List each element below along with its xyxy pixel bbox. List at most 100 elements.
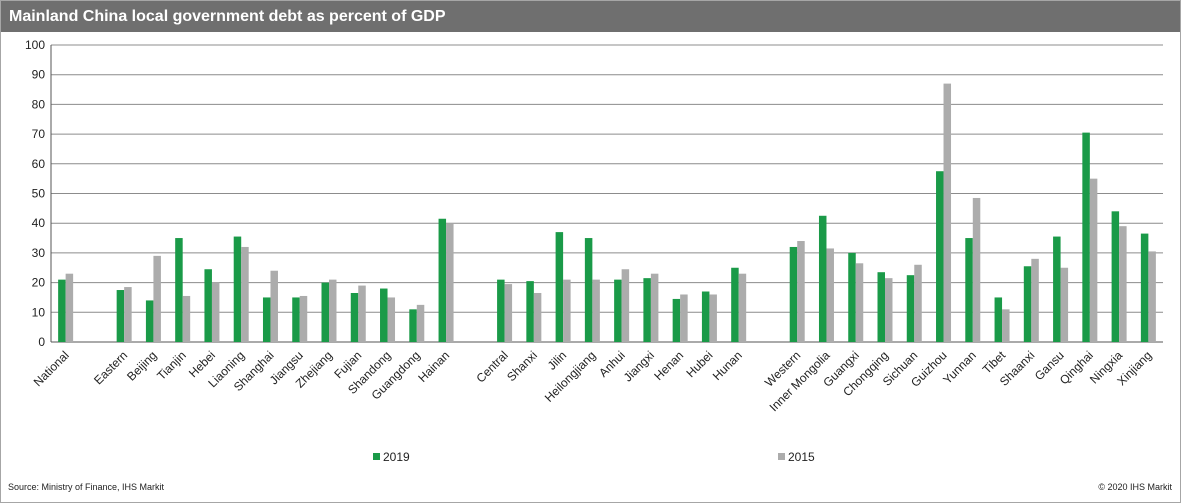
y-tick-label: 40 bbox=[32, 216, 46, 230]
bar-2019 bbox=[614, 279, 622, 342]
bar-2015 bbox=[270, 270, 278, 342]
bar-2019 bbox=[262, 297, 271, 342]
bar-2015 bbox=[680, 294, 688, 342]
bar-2015 bbox=[1002, 309, 1010, 342]
bar-2019 bbox=[175, 238, 183, 342]
bar-2015 bbox=[563, 279, 571, 342]
y-tick-label: 50 bbox=[32, 187, 46, 201]
bar-2015 bbox=[504, 284, 513, 342]
y-tick-label: 30 bbox=[32, 246, 46, 260]
bar-2015 bbox=[1060, 267, 1069, 342]
y-tick-label: 90 bbox=[32, 68, 46, 82]
bar-2019 bbox=[409, 309, 417, 342]
bar-2019 bbox=[848, 252, 856, 342]
bar-2015 bbox=[387, 297, 396, 342]
bar-2015 bbox=[972, 197, 981, 342]
bar-2019 bbox=[1082, 132, 1090, 342]
bar-2019 bbox=[1053, 236, 1061, 342]
x-tick-label: Hainan bbox=[415, 348, 452, 385]
source-note: Source: Ministry of Finance, IHS Markit bbox=[8, 482, 165, 492]
bar-chart: 0 10 20 30 40 50 60 70 80 90 100 National EasternBei… bbox=[25, 38, 1163, 464]
x-tick-label: Tianjin bbox=[154, 348, 189, 383]
bar-2015 bbox=[709, 294, 717, 342]
bar-2019 bbox=[1111, 211, 1120, 342]
legend-swatch-2019 bbox=[373, 453, 380, 460]
y-tick-label: 20 bbox=[32, 276, 46, 290]
bar-2015 bbox=[124, 287, 132, 342]
bar-2015 bbox=[299, 295, 308, 342]
bar-2019 bbox=[555, 232, 564, 342]
bar-2019 bbox=[145, 300, 154, 342]
bar-2019 bbox=[116, 290, 125, 342]
bar-2015 bbox=[1031, 258, 1039, 342]
x-tick-label: Jilin bbox=[545, 348, 570, 373]
bar-2019 bbox=[350, 292, 359, 342]
bar-2019 bbox=[877, 272, 885, 342]
bar-2019 bbox=[731, 267, 739, 342]
bar-2019 bbox=[672, 298, 681, 342]
y-tick-label: 10 bbox=[32, 305, 46, 319]
bar-2015 bbox=[943, 83, 952, 343]
bar-2015 bbox=[855, 263, 864, 342]
bar-2019 bbox=[701, 291, 710, 342]
bar-2015 bbox=[533, 292, 542, 342]
bar-2019 bbox=[1140, 233, 1149, 342]
bar-2019 bbox=[233, 236, 242, 342]
bar-2019 bbox=[438, 218, 447, 342]
chart-title: Mainland China local government debt as … bbox=[9, 8, 446, 25]
y-tick-label: 80 bbox=[32, 97, 46, 111]
bar-2019 bbox=[497, 279, 505, 342]
bar-2015 bbox=[797, 241, 805, 342]
bar-2019 bbox=[965, 238, 973, 342]
y-tick-label: 100 bbox=[25, 38, 45, 52]
bar-2015 bbox=[416, 304, 425, 342]
bar-2019 bbox=[204, 269, 212, 342]
x-tick-label: Central bbox=[473, 348, 510, 385]
bar-2015 bbox=[211, 282, 220, 342]
x-tick-label: Eastern bbox=[91, 348, 130, 387]
x-tick-label: Beijing bbox=[124, 348, 159, 383]
x-tick-label: National bbox=[31, 348, 72, 389]
x-tick-label: Shanxi bbox=[504, 348, 540, 384]
bar-2015 bbox=[621, 269, 630, 342]
legend-swatch-2015 bbox=[778, 453, 785, 460]
bar-2015 bbox=[885, 278, 893, 342]
bar-2019 bbox=[321, 282, 329, 342]
x-tick-label: Yunnan bbox=[940, 348, 979, 387]
bar-2015 bbox=[329, 279, 337, 342]
bar-2019 bbox=[380, 288, 388, 342]
bar-2015 bbox=[153, 255, 161, 342]
bar-2019 bbox=[526, 281, 534, 342]
bar-2019 bbox=[584, 238, 593, 342]
bar-2015 bbox=[1089, 178, 1098, 342]
bar-2015 bbox=[241, 246, 249, 342]
bar-2015 bbox=[592, 279, 600, 342]
bar-2019 bbox=[818, 215, 827, 342]
bar-2019 bbox=[994, 297, 1003, 342]
bar-2019 bbox=[789, 246, 798, 342]
y-tick-label: 70 bbox=[32, 127, 46, 141]
bar-2015 bbox=[182, 295, 191, 342]
bar-2015 bbox=[650, 273, 659, 342]
bar-2019 bbox=[643, 278, 651, 342]
bar-2019 bbox=[936, 171, 944, 342]
bar-2019 bbox=[1023, 266, 1032, 342]
x-tick-label: Henan bbox=[651, 348, 686, 383]
copyright-note: © 2020 IHS Markit bbox=[1098, 482, 1172, 492]
title-bar: Mainland China local government debt as … bbox=[1, 1, 1180, 32]
legend-label: 2019 bbox=[383, 450, 410, 464]
bar-2019 bbox=[58, 279, 66, 342]
bar-2015 bbox=[446, 223, 454, 342]
bar-2015 bbox=[358, 285, 366, 342]
y-tick-label: 60 bbox=[32, 157, 46, 171]
x-tick-label: Hubei bbox=[683, 348, 715, 380]
bar-2015 bbox=[914, 264, 922, 342]
bar-2015 bbox=[1119, 226, 1127, 342]
x-tick-label: Hunan bbox=[710, 348, 745, 383]
legend-label: 2015 bbox=[788, 450, 815, 464]
x-tick-label: Jiangxi bbox=[621, 348, 657, 384]
bar-2015 bbox=[738, 273, 747, 342]
bar-2015 bbox=[826, 248, 834, 342]
bar-2015 bbox=[65, 273, 74, 342]
